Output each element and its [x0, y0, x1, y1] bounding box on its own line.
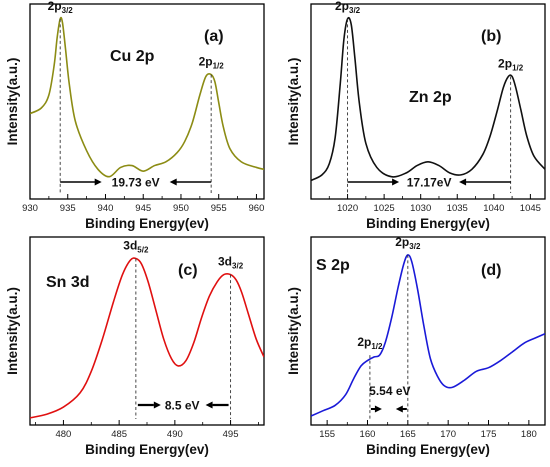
peak-label: 2p1/2	[199, 55, 225, 71]
element-title: Zn 2p	[409, 89, 452, 106]
panel-d: 155 160 165 170 175 180 Binding Energy(ev) Inte…	[286, 235, 546, 457]
arrowhead	[459, 178, 467, 186]
x-axis-label: Binding Energy(ev)	[85, 442, 209, 457]
arrowhead	[153, 401, 161, 409]
element-title: S 2p	[316, 257, 350, 274]
x-tick-label: 160	[360, 429, 376, 440]
peak-label: 2p3/2	[48, 0, 74, 15]
y-axis-label: Intensity(a.u.)	[5, 58, 20, 146]
x-tick-label: 950	[173, 203, 189, 214]
peak-label: 2p3/2	[335, 0, 361, 15]
splitting-annotation: 5.54 eV	[369, 384, 411, 413]
x-tick-label: 170	[440, 429, 456, 440]
splitting-label: 17.17eV	[407, 176, 452, 190]
splitting-label: 19.73 eV	[112, 176, 160, 190]
x-tick-label: 1020	[337, 203, 358, 214]
panel-c: 480 485 490 495 Binding Energy(ev) Intensity(…	[5, 236, 265, 457]
x-tick-label: 1025	[374, 203, 395, 214]
arrowhead	[395, 405, 403, 413]
element-title: Sn 3d	[46, 274, 90, 291]
x-tick-label: 180	[521, 429, 537, 440]
x-tick-label: 1045	[520, 203, 541, 214]
x-axis-label: Binding Energy(ev)	[85, 216, 209, 231]
x-tick-label: 945	[135, 203, 151, 214]
x-tick-label: 955	[211, 203, 227, 214]
x-tick-label: 155	[319, 429, 335, 440]
x-tick-label: 480	[55, 429, 71, 440]
spectrum-line	[311, 254, 545, 417]
splitting-annotation: 8.5 eV	[137, 399, 229, 413]
spectrum-line	[30, 16, 264, 178]
peak-label: 2p1/2	[498, 56, 524, 72]
element-title: Cu 2p	[110, 48, 155, 65]
peak-label: 2p1/2	[357, 335, 383, 351]
arrowhead	[205, 401, 213, 409]
splitting-label: 5.54 eV	[369, 384, 410, 398]
arrowhead	[169, 178, 177, 186]
arrowhead	[392, 178, 400, 186]
arrowhead	[94, 178, 102, 186]
peak-label: 3d5/2	[123, 238, 149, 254]
arrowhead	[374, 405, 382, 413]
plot-frame	[310, 3, 546, 200]
x-tick-label: 940	[98, 203, 114, 214]
x-axis-label: Binding Energy(ev)	[366, 216, 490, 231]
x-tick-label: 495	[223, 429, 239, 440]
panel-label: (b)	[481, 28, 501, 45]
panel-label: (d)	[481, 262, 501, 279]
y-axis-label: Intensity(a.u.)	[5, 287, 20, 375]
spectrum-line	[30, 257, 264, 419]
splitting-label: 8.5 eV	[165, 399, 200, 413]
x-axis-label: Binding Energy(ev)	[366, 442, 490, 457]
x-tick-label: 1035	[447, 203, 468, 214]
panel-b: 1020 1025 1030 1035 1040 1045 Binding Energy(e…	[286, 0, 546, 231]
x-tick-label: 175	[481, 429, 497, 440]
splitting-annotation: 19.73 eV	[60, 176, 212, 190]
y-axis-label: Intensity(a.u.)	[286, 287, 301, 375]
x-tick-label: 485	[111, 429, 127, 440]
peak-label: 2p3/2	[395, 235, 421, 251]
panel-label: (c)	[178, 262, 198, 279]
x-tick-label: 490	[167, 429, 183, 440]
panel-a: 930 935 940 945 950 955 960 Binding Energy(ev) I…	[5, 0, 265, 231]
spectrum-line	[311, 16, 545, 182]
plot-frame	[29, 3, 265, 200]
y-axis-label: Intensity(a.u.)	[286, 58, 301, 146]
splitting-annotation: 17.17eV	[347, 176, 511, 190]
peak-label: 3d3/2	[218, 255, 244, 271]
x-tick-label: 960	[249, 203, 265, 214]
panel-label: (a)	[204, 28, 224, 45]
x-tick-label: 1030	[410, 203, 431, 214]
x-tick-label: 935	[60, 203, 76, 214]
x-tick-label: 1040	[483, 203, 504, 214]
x-tick-label: 165	[400, 429, 416, 440]
x-tick-label: 930	[22, 203, 38, 214]
